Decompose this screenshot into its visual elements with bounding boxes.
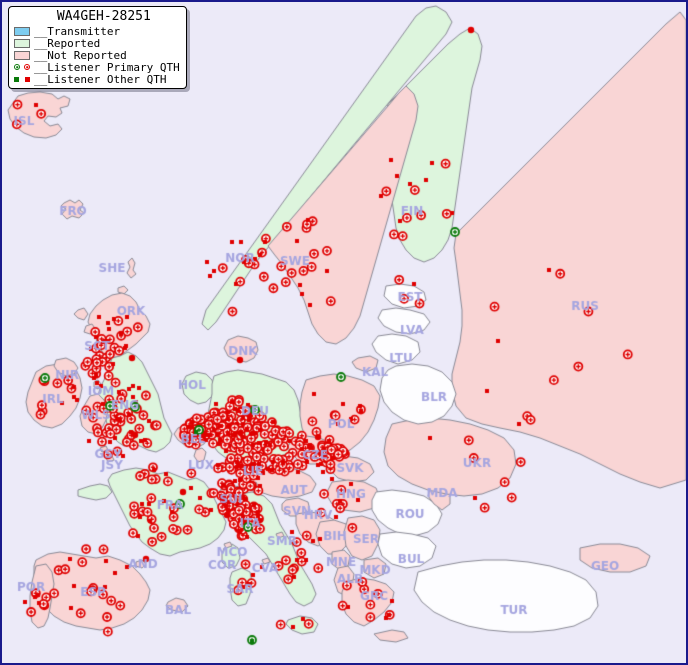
legend-swatch-transmitter [14,26,30,36]
legend-row-transmitter: __Transmitter [14,25,180,37]
legend-label-reported: __Reported [34,36,101,50]
legend-row-reported: __Reported [14,37,180,49]
legend-marker-circle-pair [14,63,30,72]
legend-row-listener-primary-qth: __Listener Primary QTH [14,61,180,73]
legend-title: WA4GEH-28251 [56,9,151,24]
legend-row-listener-other-qth: __Listener Other QTH [14,73,180,85]
legend-marker-square-pair [14,75,30,84]
legend-swatch-not-reported [14,50,30,60]
legend-label-listener-other-qth: __Listener Other QTH [34,72,167,86]
map-legend: WA4GEH-28251 __Transmitter __Reported __… [8,6,187,89]
green-circle-marker-icon [14,64,20,70]
legend-label-transmitter: __Transmitter [34,24,121,38]
legend-swatch-reported [14,38,30,48]
legend-row-not-reported: __Not Reported [14,49,180,61]
green-square-marker-icon [14,76,19,82]
red-circle-marker-icon [24,64,30,70]
red-square-marker-icon [25,76,30,82]
legend-label-not-reported: __Not Reported [34,48,127,62]
legend-label-listener-primary-qth: __Listener Primary QTH [34,60,180,74]
